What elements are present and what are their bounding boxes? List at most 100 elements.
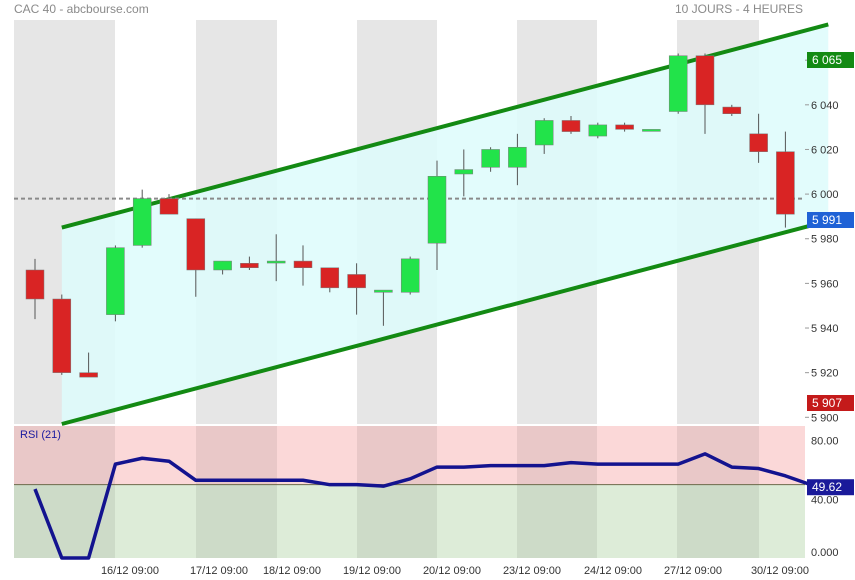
rsi-title: RSI (21) [20,429,61,441]
candle-body [427,175,447,244]
candle-body [776,151,795,215]
rsi-value-badge: 49.62 [807,479,854,496]
candle [186,218,206,297]
last-price-badge-bg [807,212,854,228]
candle-body [668,55,688,112]
candle-body [79,372,98,378]
candle-body [347,274,366,289]
time-tick-label: 24/12 09:00 [584,565,642,577]
candle [159,194,179,215]
candle-body [749,133,768,152]
candle-body [266,260,286,264]
chart-period: 10 JOURS - 4 HEURES [674,2,803,16]
rsi-tick-label: 80.00 [811,436,839,448]
candle [615,122,634,132]
candle-body [481,149,500,168]
candle-body [106,247,125,315]
high-price-badge-bg [807,52,854,68]
candle [722,104,742,116]
rsi-overbought-zone [14,426,805,485]
candle [749,113,768,163]
candle [534,118,554,154]
rsi-oversold-zone [14,484,805,558]
candle [561,115,581,134]
candle [132,189,152,248]
candle [25,258,45,320]
candle-body [454,169,474,175]
rsi-tick-label: 0.000 [811,547,839,559]
high-price-badge-text: 6 065 [812,53,842,67]
candle-body [186,218,206,271]
candle-body [159,198,179,215]
time-tick-label: 27/12 09:00 [664,565,722,577]
rsi-day-band [357,426,437,558]
last-price-badge-text: 5 991 [812,213,842,227]
candle-body [642,129,661,132]
candle-body [588,124,608,137]
high-price-badge: 6 065 [807,52,854,68]
time-tick-label: 18/12 09:00 [263,565,321,577]
candle [695,53,715,134]
rsi-tick-label: 40.00 [811,494,839,506]
time-tick-label: 20/12 09:00 [423,565,481,577]
candle [508,133,527,186]
candle-body [695,55,715,106]
candle [374,289,393,326]
low-price-badge-bg [807,395,854,411]
time-tick-label: 17/12 09:00 [190,565,248,577]
rsi-day-band [196,426,277,558]
candle [427,160,447,270]
candle [347,263,366,315]
candle-body [400,258,420,293]
candle-body [615,124,634,130]
candle-body [508,146,527,168]
candle [668,53,688,114]
rsi-day-band [517,426,597,558]
price-tick-label: 5 920 [811,368,839,380]
rsi-value-badge-text: 49.62 [812,480,842,494]
price-tick-label: 5 960 [811,278,839,290]
candle-body [52,298,72,373]
candle [642,129,661,132]
candle [213,260,232,275]
candle-body [722,106,742,114]
candle [293,245,313,286]
candle-body [132,198,152,246]
last-price-badge: 5 991 [807,212,854,228]
low-price-badge-text: 5 907 [812,396,842,410]
candle-body [293,260,313,269]
price-badges: 6 065 5 991 5 907 49.62 [807,52,854,496]
rsi-value-badge-bg [807,479,854,496]
rsi-axis: 80.00 40.00 0.000 [811,436,839,559]
price-tick-label: 5 940 [811,323,839,335]
candle-body [561,120,581,132]
candles [25,53,795,378]
candle-body [534,120,554,146]
candle [400,256,420,295]
low-price-badge: 5 907 [807,395,854,411]
candle-body [374,289,393,293]
candle [240,256,259,270]
rsi-day-band [677,426,759,558]
chart-title: CAC 40 - abcbourse.com [14,2,149,16]
time-tick-label: 19/12 09:00 [343,565,401,577]
candle [266,234,286,282]
candle [106,245,125,322]
time-tick-label: 16/12 09:00 [101,565,159,577]
candle [776,131,795,228]
candle-body [25,269,45,300]
candle [454,149,474,197]
price-axis: 5 900 5 920 5 940 5 960 5 980 6 000 6 020 6 040… [805,55,839,424]
candle [79,352,98,378]
candle-body [240,263,259,269]
rsi-day-band [14,426,115,558]
candle-body [213,260,232,271]
price-tick-label: 6 020 [811,144,839,156]
time-tick-label: 30/12 09:00 [751,565,809,577]
price-tick-label: 5 900 [811,412,839,424]
time-axis: 16/12 09:00 17/12 09:00 18/12 09:00 19/12 0… [101,565,809,577]
price-tick-label: 6 040 [811,100,839,112]
rsi-line [33,452,813,560]
candle [52,294,72,375]
